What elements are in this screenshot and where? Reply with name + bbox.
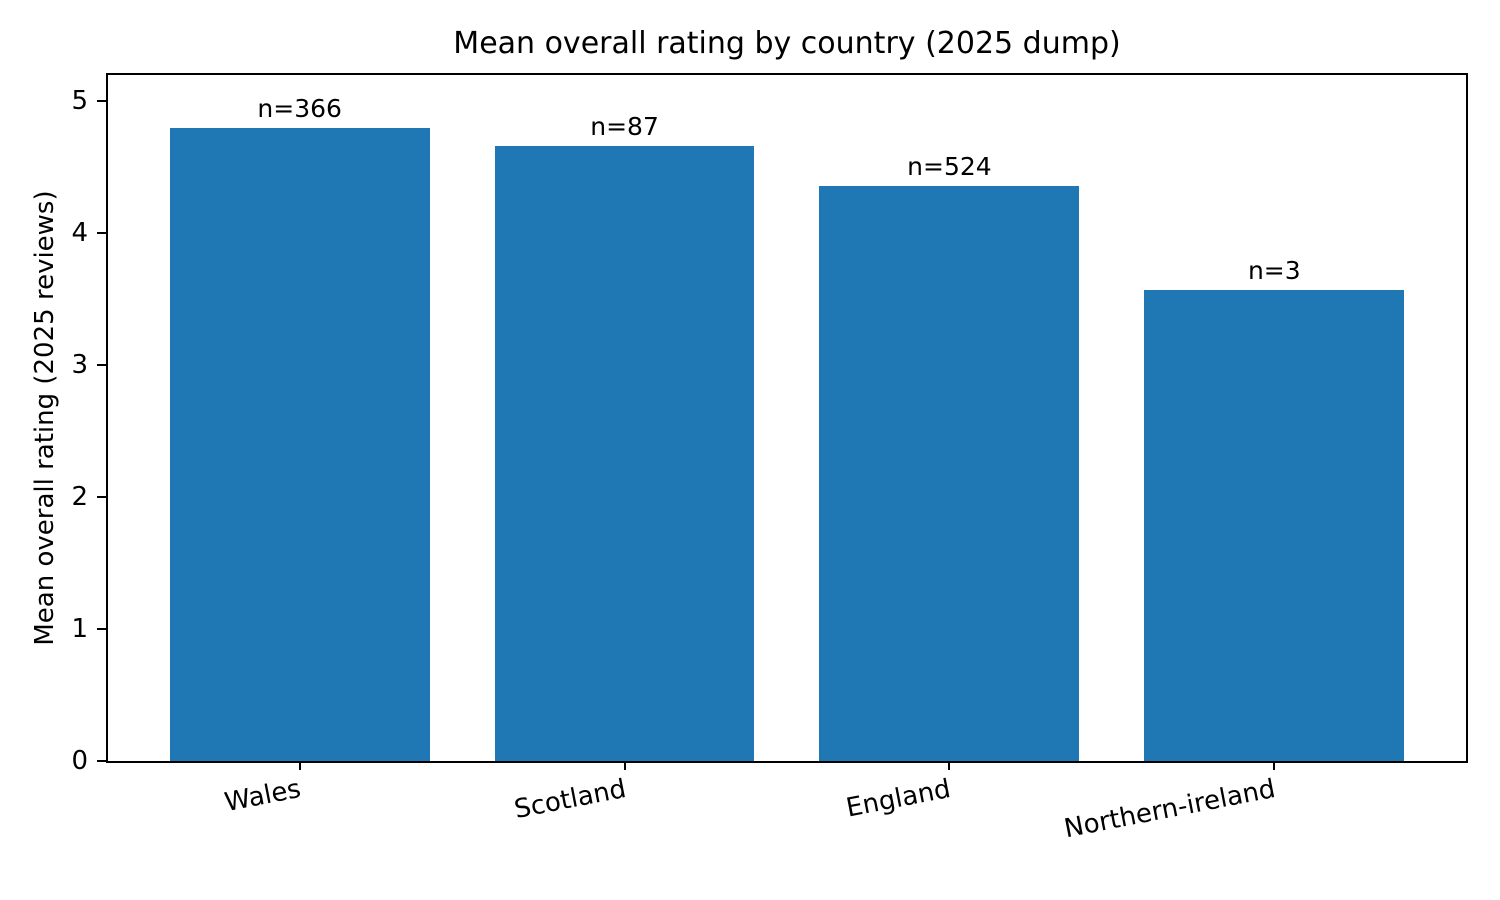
y-tick-label: 0: [71, 746, 88, 776]
y-tick-label: 3: [71, 350, 88, 381]
y-tick-mark: [97, 232, 106, 235]
bar-count-label: n=3: [1247, 256, 1301, 286]
bar-count-label: n=366: [257, 93, 342, 123]
y-tick-label: 4: [71, 218, 88, 249]
y-tick-label: 2: [71, 482, 88, 513]
x-tick-label: Scotland: [511, 774, 629, 826]
y-tick-mark: [97, 496, 106, 499]
x-tick-mark: [948, 761, 951, 770]
y-axis-label: Mean overall rating (2025 reviews): [30, 190, 60, 646]
y-tick-label: 5: [71, 86, 88, 117]
chart-title: Mean overall rating by country (2025 dum…: [453, 26, 1121, 61]
axes: 0 1 2 3 4 5 n=366 Wales n=87 Scotland n=524 England…: [71, 73, 1468, 844]
x-tick-label: England: [843, 774, 953, 824]
y-tick-mark: [97, 100, 106, 103]
y-tick-mark: [97, 364, 106, 367]
bar-count-label: n=87: [590, 112, 659, 142]
x-tick-label: Northern-ireland: [1061, 774, 1278, 845]
y-tick-mark: [97, 628, 106, 631]
x-tick-mark: [298, 761, 301, 770]
bar-scotland: [494, 146, 755, 761]
y-tick-mark: [97, 760, 106, 762]
x-tick-label: Wales: [222, 774, 304, 819]
bar-count-label: n=524: [907, 151, 992, 181]
x-tick-mark: [1273, 761, 1276, 770]
x-tick-mark: [623, 761, 626, 770]
bar-wales: [169, 127, 430, 761]
bar-england: [819, 185, 1080, 761]
bar-northern-ireland: [1144, 290, 1405, 761]
y-tick-label: 1: [71, 614, 88, 645]
